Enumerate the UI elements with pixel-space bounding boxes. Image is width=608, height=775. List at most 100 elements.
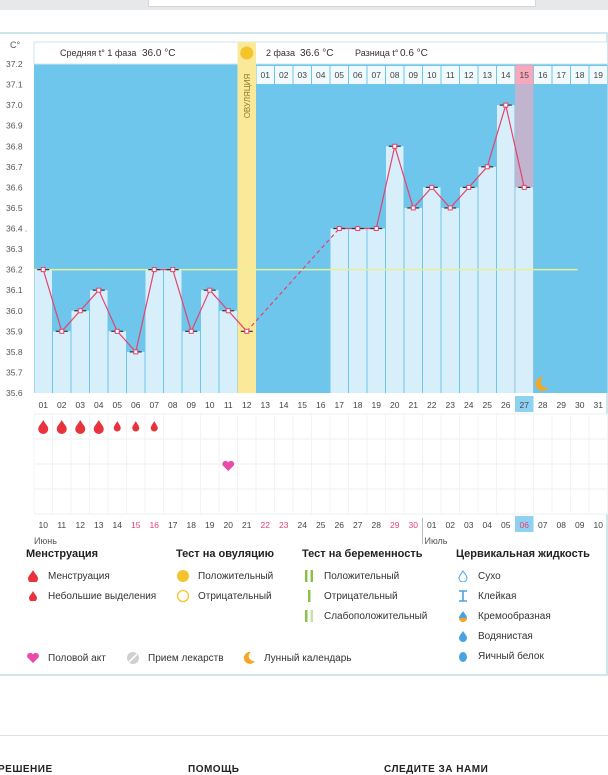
temp-point	[373, 226, 379, 231]
month-label: Июнь	[34, 536, 57, 546]
top-toolbar	[0, 0, 608, 10]
legend-item: Небольшие выделения	[48, 590, 157, 602]
cycle-day-label: 01	[39, 400, 49, 410]
cycle-day-label: 29	[557, 400, 567, 410]
temp-point	[503, 102, 509, 108]
phase2-day-label: 04	[316, 70, 326, 80]
phase1-label: Средняя t° 1 фаза	[60, 48, 136, 58]
phase1-value: 36.0 °C	[142, 48, 175, 59]
temp-bar	[423, 187, 441, 393]
calendar-date-label: 11	[57, 520, 66, 530]
temp-point	[225, 308, 231, 314]
phase2-day-cell	[404, 66, 422, 84]
temp-point	[207, 287, 213, 293]
temp-point	[336, 226, 342, 231]
cycle-day-label: 30	[575, 400, 585, 410]
phase2-day-cell	[552, 66, 570, 84]
legend-item: Прием лекарств	[148, 652, 224, 664]
creamy-icon	[456, 609, 470, 623]
small-drop-icon	[132, 421, 140, 432]
phase2-day-label: 18	[575, 70, 585, 80]
temp-bar	[349, 228, 367, 393]
temp-line	[98, 289, 118, 332]
y-tick-label: 36.9	[6, 121, 23, 131]
calendar-date-label: 06	[520, 520, 530, 530]
y-tick-label: 35.6	[6, 388, 23, 398]
calendar-date-label: 18	[187, 520, 197, 530]
temp-bar	[108, 331, 126, 393]
cycle-day-label: 07	[150, 400, 160, 410]
temp-bar	[367, 228, 385, 393]
calendar-date-label: 26	[335, 520, 345, 530]
legend-title-ovulation-test: Тест на овуляцию	[176, 548, 275, 560]
temp-bar	[53, 331, 71, 393]
temp-point	[355, 226, 361, 231]
legend-item: Положительный	[198, 570, 274, 582]
heart-icon	[26, 651, 40, 665]
calendar-date-label: 14	[113, 520, 123, 530]
egg-white-icon	[456, 649, 470, 663]
temp-line	[116, 330, 137, 353]
temp-line	[61, 310, 81, 332]
y-tick-label: 36.4 .	[6, 224, 27, 234]
temp-line	[135, 269, 155, 353]
temp-bar	[460, 187, 478, 393]
small-drop-icon	[150, 421, 158, 432]
cycle-day-label: 16	[316, 400, 326, 410]
legend-title-pregnancy-test: Тест на беременность	[302, 548, 423, 560]
phase2-value: 36.6 °C	[300, 48, 333, 59]
phase2-day-cell	[256, 66, 274, 84]
y-tick-label: 36.3	[6, 244, 23, 254]
y-axis-unit: C°	[10, 40, 20, 50]
calendar-date-label: 04	[483, 520, 493, 530]
temp-point	[466, 184, 472, 190]
calendar-date-label: 13	[94, 520, 104, 530]
calendar-date-label: 21	[242, 520, 252, 530]
legend-pregnancy-test: Тест на беременность Положительный Отриц…	[302, 548, 427, 626]
temp-bar	[404, 207, 422, 393]
temp-point	[410, 205, 416, 211]
calendar-date-label: 23	[279, 520, 289, 530]
legend-item: Водянистая	[478, 630, 533, 642]
phase2-day-label: 06	[353, 70, 363, 80]
ovulation-circle-icon	[240, 46, 254, 60]
y-tick-label: 36.0	[6, 306, 23, 316]
temp-bar	[201, 290, 219, 393]
temp-bar	[478, 166, 496, 393]
sticky-icon	[456, 589, 470, 603]
y-tick-label: 36.6	[6, 182, 23, 192]
calendar-date-label: 27	[353, 520, 363, 530]
legend-title-menstruation: Менструация	[26, 548, 99, 560]
temp-point	[96, 287, 102, 293]
temp-line	[79, 289, 100, 312]
cycle-day-label: 22	[427, 400, 437, 410]
phase2-day-label: 12	[464, 70, 474, 80]
temp-bar	[90, 290, 108, 393]
phase2-day-label: 17	[557, 70, 567, 80]
phase2-label: 2 фаза	[266, 48, 295, 58]
phase2-day-cell	[330, 66, 348, 84]
legend-item: Половой акт	[48, 652, 106, 664]
temp-point	[59, 328, 65, 334]
phase2-day-label: 07	[372, 70, 382, 80]
calendar-date-label: 19	[205, 520, 215, 530]
phase2-day-cell	[460, 66, 478, 84]
y-tick-label: 35.9	[6, 326, 23, 336]
y-tick-label: 35.8	[6, 347, 23, 357]
temp-bar	[164, 269, 182, 393]
temp-bar	[515, 187, 533, 393]
cycle-day-label: 09	[187, 400, 197, 410]
cycle-day-label: 20	[390, 400, 400, 410]
top-toolbar-field	[148, 0, 536, 7]
cycle-day-label: 08	[168, 400, 178, 410]
y-tick-label: 37.0	[6, 100, 23, 110]
phase2-day-label: 08	[390, 70, 400, 80]
legend-menstruation: Менструация Менструация Небольшие выделе…	[26, 548, 156, 606]
temp-bar	[182, 331, 200, 393]
phase2-day-cell	[441, 66, 459, 84]
calendar-date-label: 16	[150, 520, 160, 530]
temp-bar	[330, 228, 348, 393]
calendar-date-label: 07	[538, 520, 548, 530]
two-lines-icon	[302, 569, 316, 583]
temp-point	[521, 184, 527, 190]
